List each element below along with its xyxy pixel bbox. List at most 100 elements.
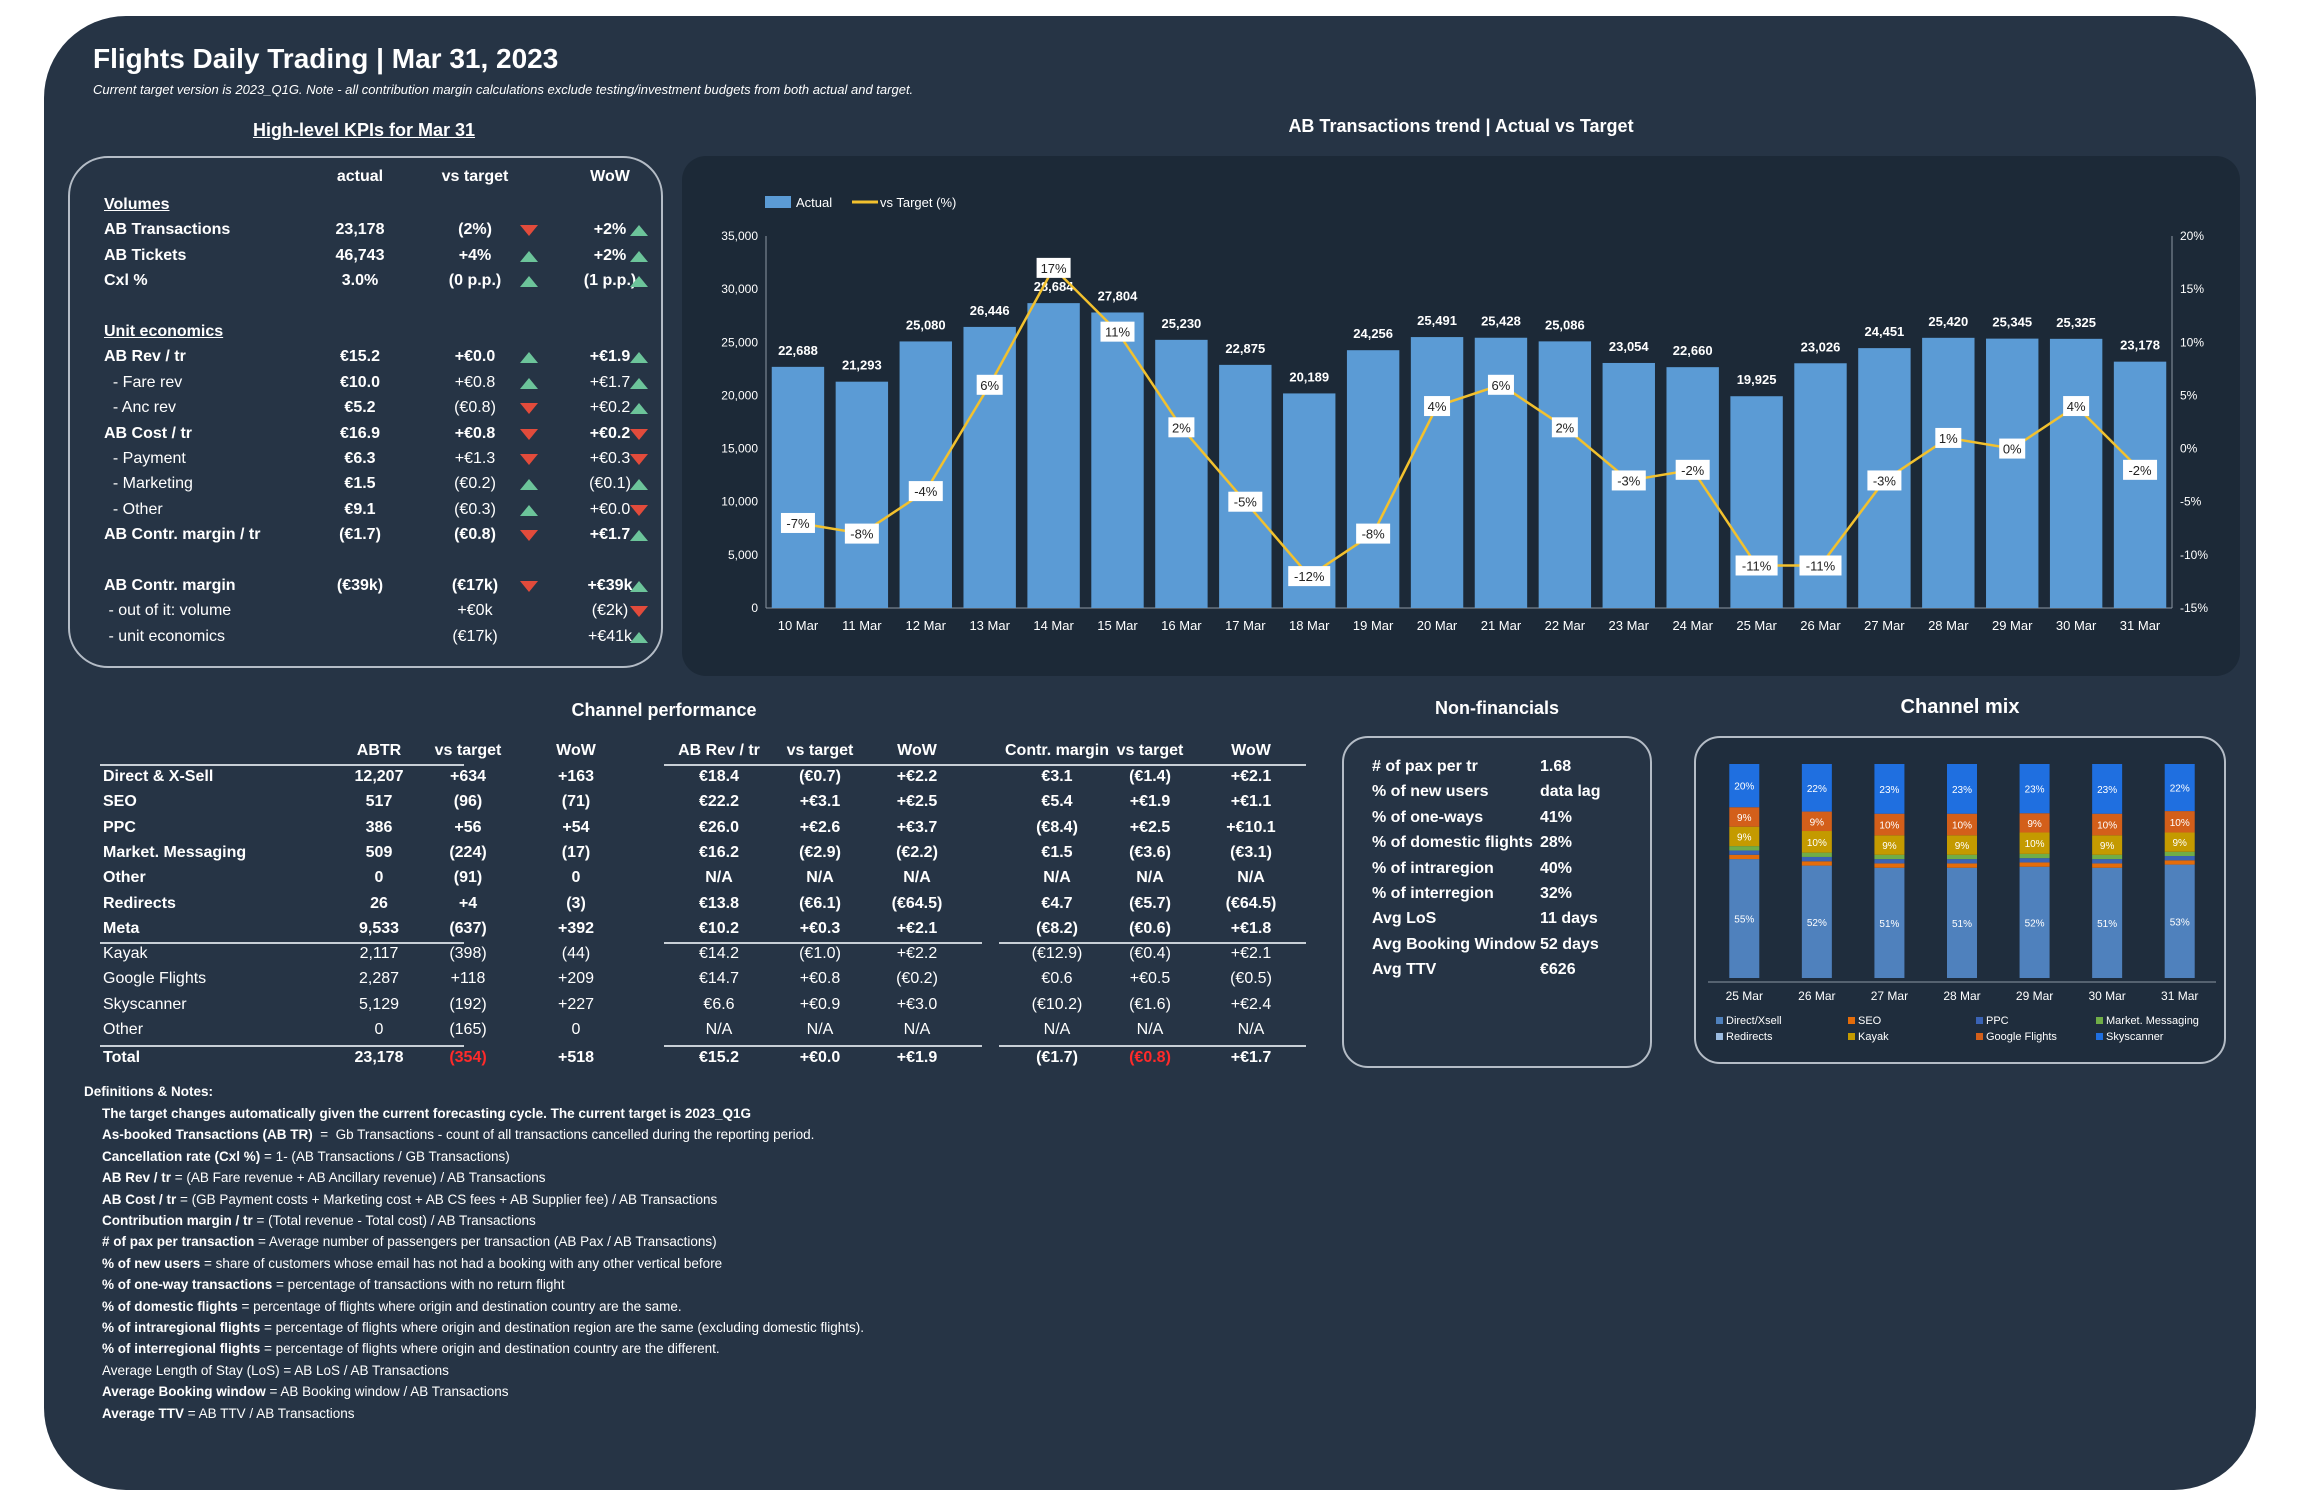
vs-target-label: -3%	[1873, 473, 1897, 488]
kpi-row-label: - out of it: volume	[104, 602, 232, 620]
mix-segment	[2092, 813, 2123, 836]
kpi-actual-value: (€1.7)	[339, 526, 381, 544]
kpi-vs-target-value: +€0.8	[454, 424, 496, 442]
note-line: As-booked Transactions (AB TR) = Gb Tran…	[102, 1127, 814, 1142]
arrow-down-icon	[520, 530, 538, 542]
mix-segment	[1947, 867, 1977, 978]
mix-legend-swatch	[1848, 1033, 1855, 1040]
note-line: AB Rev / tr = (AB Fare revenue + AB Anci…	[102, 1170, 545, 1185]
legend-label-vs-target: vs Target (%)	[880, 195, 956, 210]
channel-cell-value: +4	[458, 894, 478, 912]
note-term: Contribution margin / tr	[102, 1213, 253, 1228]
channel-cell-value: +392	[557, 919, 595, 937]
vs-target-label: 2%	[1172, 420, 1191, 435]
channel-cell-value: N/A	[1043, 1021, 1071, 1038]
channel-cell-value: +€0.9	[799, 995, 841, 1013]
mix-segment-label: 9%	[1882, 841, 1897, 852]
actual-bar	[1219, 364, 1272, 608]
kpi-vs-target-value: (€0.3)	[454, 500, 496, 518]
mix-legend-swatch	[2096, 1017, 2103, 1024]
channel-cell-value: (€10.2)	[1031, 995, 1083, 1013]
vs-target-label-box	[1999, 438, 2026, 459]
mix-segment-label: 53%	[2170, 917, 2190, 928]
channel-cell-value: N/A	[1237, 1021, 1265, 1038]
kpi-row-label: AB Cost / tr	[104, 424, 192, 442]
channel-cell-value: (91)	[453, 869, 483, 887]
mix-legend-label: Redirects	[1726, 1031, 1773, 1043]
vs-target-label-box	[1799, 555, 1842, 576]
kpi-col-header: WoW	[590, 168, 630, 185]
actual-bar-label: 23,054	[1609, 339, 1650, 354]
vs-target-label: -7%	[786, 516, 810, 531]
mix-segment-label: 52%	[1807, 918, 1827, 929]
channel-cell-value: (224)	[449, 843, 487, 861]
vs-target-label: -2%	[1681, 463, 1705, 478]
actual-bar	[771, 366, 825, 608]
kpi-col-header: actual	[336, 168, 384, 185]
channel-cell-value: (€8.2)	[1036, 919, 1078, 937]
vs-target-label-box	[1735, 555, 1778, 576]
channel-cell-value: (€0.6)	[1129, 919, 1171, 937]
kpi-vs-target-value: (€0.8)	[454, 526, 496, 544]
actual-bar-label: 25,345	[1992, 315, 2032, 330]
arrow-up-icon	[630, 631, 648, 643]
note-term: AB Rev / tr	[102, 1170, 172, 1186]
channel-cell-value: +54	[562, 818, 590, 836]
mix-segment	[1874, 854, 1905, 860]
channel-cell-value: (€1.4)	[1129, 768, 1171, 785]
left-axis-tick-label: 25,000	[721, 335, 758, 349]
channel-cell-value: +118	[450, 970, 486, 988]
channel-cell-value: N/A	[705, 1021, 733, 1038]
mix-segment	[1874, 863, 1905, 868]
kpi-wow-value: (€0.1)	[589, 475, 631, 493]
kpi-heading: High-level KPIs for Mar 31	[252, 120, 476, 140]
right-axis-tick-label: 5%	[2180, 388, 2198, 402]
channel-col-header: vs target	[786, 742, 854, 759]
mix-segment-label: 9%	[1810, 817, 1825, 828]
channel-cell-value: N/A	[903, 1021, 931, 1038]
channel-cell-value: 386	[365, 818, 393, 836]
vs-target-label-box	[1100, 321, 1135, 342]
channel-cell-value: 2,287	[358, 970, 400, 988]
actual-bar-label: 25,420	[1928, 314, 1968, 329]
channel-col-header: WoW	[1231, 742, 1271, 759]
nonfinancial-label: % of new users	[1372, 783, 1489, 801]
vs-target-label: 2%	[1555, 420, 1574, 435]
kpi-wow-value: +€0.2	[589, 399, 631, 417]
channel-col-header: WoW	[897, 742, 937, 759]
vs-target-label-box	[1168, 417, 1195, 438]
channel-cell-value: (637)	[449, 919, 487, 937]
channel-cell-value: (€64.5)	[1225, 894, 1277, 912]
vs-target-label: 4%	[1428, 399, 1447, 414]
channel-cell-value: +€1.7	[1230, 1049, 1272, 1067]
channel-cell-value: 12,207	[354, 768, 404, 785]
channel-col-header: vs target	[434, 742, 502, 759]
channel-cell-value: +€2.1	[1230, 768, 1272, 785]
mix-segment	[1874, 835, 1905, 855]
channel-cell-value: 23,178	[354, 1049, 404, 1067]
channel-mix-panel: 55% 9% 9% 20% 25 Mar 52% 10% 9% 22% 26 Mar 51% 9% 10…	[1694, 736, 2226, 1064]
mix-segment	[1801, 811, 1832, 832]
channel-performance-heading: Channel performance	[571, 700, 757, 720]
channel-row-label: Market. Messaging	[103, 843, 247, 861]
mix-legend-label: Kayak	[1858, 1031, 1889, 1043]
vs-target-label: -5%	[1234, 495, 1258, 510]
note-definition: = percentage of transactions with no ret…	[272, 1277, 565, 1293]
note-definition: = AB TTV / AB Transactions	[184, 1405, 355, 1421]
kpi-actual-value: €5.2	[344, 399, 376, 417]
page-title: Flights Daily Trading | Mar 31, 2023	[93, 43, 559, 74]
channel-row-label: Google Flights	[103, 970, 207, 988]
x-axis-tick-label: 21 Mar	[1481, 618, 1522, 633]
channel-cell-value: +€2.5	[896, 793, 938, 811]
note-line: % of new users = share of customers whos…	[102, 1256, 722, 1271]
channel-cell-value: (€0.4)	[1129, 945, 1171, 963]
kpi-wow-value: +€1.7	[589, 526, 631, 544]
channel-cell-value: (€3.1)	[1230, 843, 1272, 861]
mix-segment	[1874, 813, 1905, 836]
kpi-wow-value: +€0.3	[589, 450, 631, 467]
channel-cell-value: (192)	[449, 995, 487, 1013]
nonfinancial-label: % of one-ways	[1372, 808, 1484, 826]
actual-bar	[899, 341, 952, 608]
mix-segment	[1947, 859, 1977, 864]
channel-row-label: Skyscanner	[103, 995, 187, 1013]
